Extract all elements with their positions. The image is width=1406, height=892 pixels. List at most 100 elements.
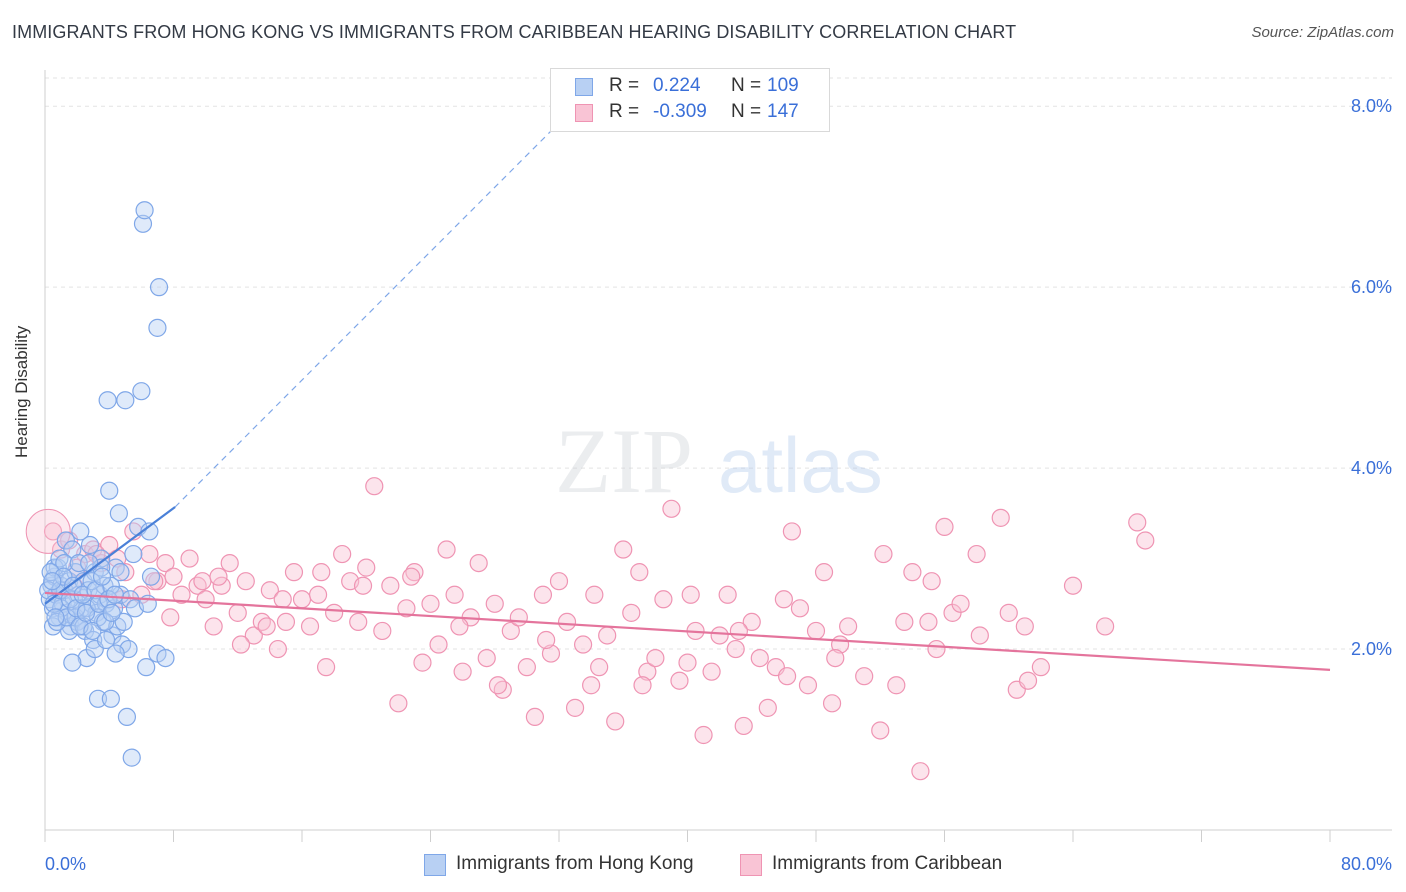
tick-labels: 2.0% 4.0% 6.0% 8.0% 0.0% 80.0% — [45, 96, 1392, 874]
chart-title: IMMIGRANTS FROM HONG KONG VS IMMIGRANTS … — [12, 22, 1017, 42]
point-caribbean — [533, 585, 553, 604]
point-caribbean — [485, 594, 504, 613]
point-caribbean — [220, 553, 239, 573]
point-caribbean — [726, 639, 745, 659]
point-hong-kong — [80, 553, 99, 573]
point-caribbean — [874, 544, 893, 564]
grid-lines — [45, 77, 1392, 650]
point-caribbean — [541, 644, 561, 663]
point-caribbean — [822, 694, 842, 713]
point-caribbean — [702, 662, 721, 681]
point-hong-kong — [92, 567, 112, 586]
point-hong-kong — [69, 553, 88, 573]
point-hong-kong — [46, 608, 65, 627]
point-caribbean — [469, 553, 488, 573]
point-hong-kong — [141, 567, 161, 586]
point-caribbean — [585, 585, 604, 604]
x-tick-label-min: 0.0% — [45, 854, 86, 874]
trend-line-hong-kong-extended — [174, 69, 613, 508]
point-caribbean — [967, 544, 986, 564]
point-hong-kong — [111, 563, 130, 582]
point-caribbean — [582, 676, 601, 695]
point-hong-kong — [102, 603, 121, 622]
point-hong-kong — [71, 522, 90, 541]
point-caribbean — [895, 612, 914, 632]
point-caribbean — [1018, 671, 1038, 690]
point-caribbean — [654, 590, 673, 609]
point-caribbean — [244, 626, 263, 645]
point-caribbean — [312, 563, 331, 582]
trend-lines — [44, 69, 1331, 671]
point-caribbean — [1128, 513, 1147, 532]
legend-n-value-caribbean: 147 — [767, 101, 799, 122]
y-tick-label: 6.0% — [1351, 277, 1392, 297]
point-caribbean — [1031, 658, 1050, 677]
point-caribbean — [284, 563, 304, 582]
point-caribbean — [646, 648, 665, 668]
point-hong-kong — [133, 214, 153, 233]
point-hong-kong — [135, 201, 154, 220]
point-hong-kong — [43, 572, 62, 591]
point-caribbean — [991, 508, 1010, 527]
point-caribbean — [1015, 617, 1034, 636]
y-tick-label: 2.0% — [1351, 639, 1392, 659]
point-hong-kong — [55, 553, 74, 573]
point-caribbean — [453, 662, 472, 681]
point-caribbean — [413, 653, 432, 672]
point-caribbean — [710, 626, 729, 645]
point-caribbean — [871, 721, 890, 740]
point-caribbean — [565, 698, 585, 717]
point-caribbean — [257, 617, 276, 636]
point-caribbean — [325, 603, 344, 622]
trend-line-caribbean — [44, 591, 1331, 671]
point-caribbean — [903, 563, 922, 582]
point-caribbean — [268, 639, 288, 659]
point-hong-kong — [63, 653, 82, 672]
point-caribbean — [922, 572, 941, 591]
watermark-atlas: atlas — [718, 421, 883, 509]
point-caribbean — [630, 563, 649, 582]
point-caribbean — [1136, 531, 1155, 550]
point-caribbean — [421, 594, 440, 613]
watermark-zip: ZIP — [555, 410, 693, 512]
point-caribbean — [951, 594, 970, 613]
point-caribbean — [172, 585, 191, 604]
point-caribbean — [662, 499, 681, 518]
point-caribbean — [622, 603, 641, 622]
point-caribbean — [670, 671, 689, 690]
bottom-legend-swatch-caribbean — [740, 854, 762, 876]
point-caribbean — [970, 626, 989, 645]
point-caribbean — [839, 617, 858, 636]
point-caribbean — [445, 585, 464, 604]
point-caribbean — [180, 549, 199, 568]
point-caribbean — [537, 630, 556, 650]
legend-r-value-hong-kong: 0.224 — [653, 75, 701, 96]
bottom-legend-label-hong-kong: Immigrants from Hong Kong — [456, 853, 694, 874]
point-caribbean — [678, 653, 697, 672]
point-hong-kong — [88, 689, 108, 708]
point-caribbean — [193, 572, 212, 591]
point-caribbean — [501, 621, 520, 641]
point-caribbean — [573, 635, 593, 654]
point-caribbean — [557, 612, 577, 632]
point-hong-kong — [105, 585, 124, 604]
bottom-legend-swatch-hong-kong — [424, 854, 446, 876]
point-hong-kong — [76, 603, 96, 622]
point-caribbean — [750, 648, 769, 668]
point-caribbean — [1063, 576, 1083, 595]
point-hong-kong — [116, 391, 135, 410]
point-caribbean — [196, 590, 215, 609]
point-caribbean — [437, 540, 456, 559]
point-caribbean — [276, 612, 296, 632]
point-caribbean — [758, 698, 777, 717]
point-caribbean — [477, 648, 496, 668]
point-caribbean — [806, 621, 826, 641]
legend-swatch-hong-kong — [575, 78, 593, 96]
point-caribbean — [381, 576, 400, 595]
point-caribbean — [734, 716, 753, 736]
point-hong-kong — [117, 707, 137, 727]
point-caribbean — [517, 658, 536, 677]
point-caribbean — [333, 544, 352, 564]
point-caribbean — [614, 540, 633, 559]
